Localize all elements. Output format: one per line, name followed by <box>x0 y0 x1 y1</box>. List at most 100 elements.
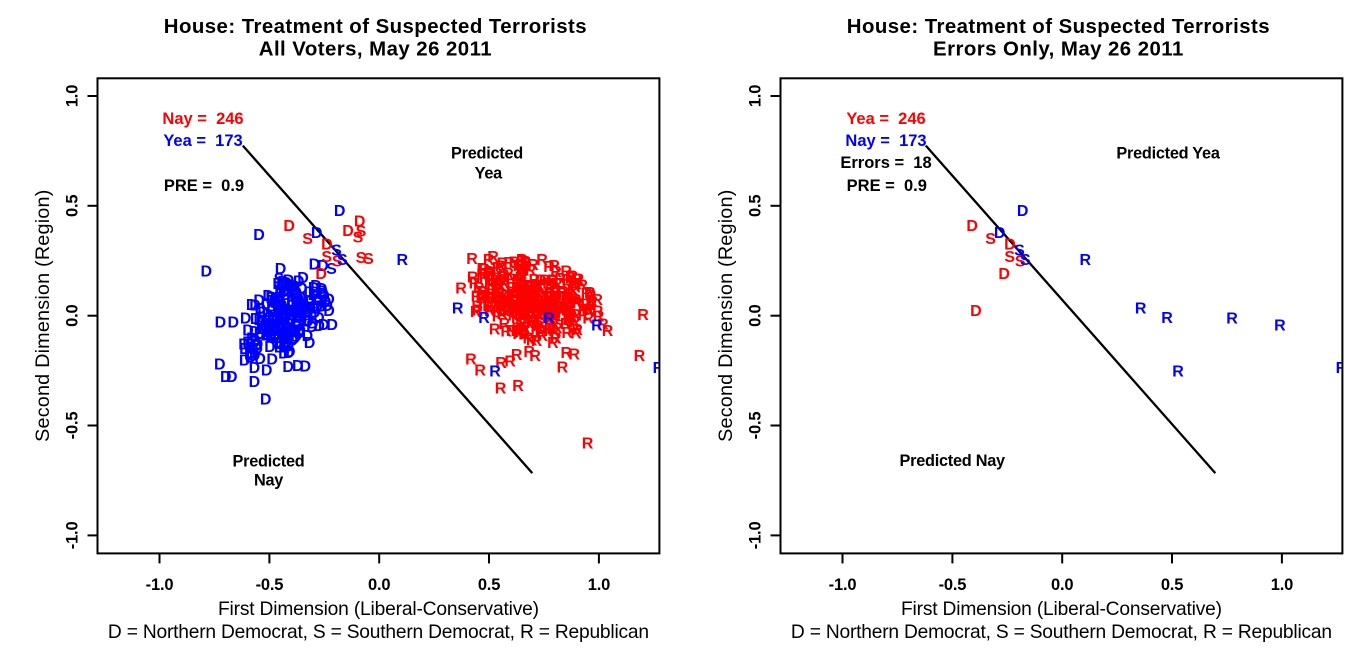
svg-text:S: S <box>353 230 364 247</box>
svg-text:D: D <box>249 348 261 365</box>
svg-text:R: R <box>1161 310 1173 327</box>
svg-text:R: R <box>469 276 481 293</box>
svg-text:S: S <box>356 223 367 240</box>
svg-text:S: S <box>985 231 996 248</box>
svg-text:R: R <box>517 301 529 318</box>
svg-text:D: D <box>278 331 290 348</box>
svg-text:R: R <box>582 310 594 327</box>
svg-text:R: R <box>483 264 495 281</box>
svg-text:R: R <box>502 266 514 283</box>
svg-text:R: R <box>542 306 554 323</box>
svg-text:R: R <box>511 280 523 297</box>
svg-text:R: R <box>465 352 477 369</box>
svg-text:D: D <box>215 315 227 332</box>
svg-text:D: D <box>280 276 292 293</box>
svg-text:D: D <box>304 335 316 352</box>
svg-text:R: R <box>602 323 614 340</box>
svg-text:R: R <box>522 284 534 301</box>
svg-text:R: R <box>539 273 551 290</box>
svg-text:D: D <box>261 313 273 330</box>
svg-text:R: R <box>505 296 517 313</box>
svg-text:D: D <box>313 293 325 310</box>
svg-text:D: D <box>220 369 232 386</box>
svg-text:R: R <box>491 277 503 294</box>
svg-text:R: R <box>489 322 501 339</box>
svg-text:R: R <box>563 293 575 310</box>
svg-text:R: R <box>548 258 560 275</box>
svg-text:R: R <box>545 282 557 299</box>
svg-text:R: R <box>561 345 573 362</box>
svg-text:S: S <box>337 252 348 269</box>
svg-text:D: D <box>272 298 284 315</box>
svg-text:S: S <box>332 254 343 271</box>
svg-text:R: R <box>518 278 530 295</box>
svg-text:R: R <box>544 299 556 316</box>
svg-text:R: R <box>519 300 531 317</box>
svg-text:D: D <box>277 306 289 323</box>
svg-text:D: D <box>261 362 273 379</box>
svg-text:D: D <box>266 352 278 369</box>
svg-text:R: R <box>542 305 554 322</box>
svg-text:R: R <box>569 280 581 297</box>
svg-text:R: R <box>539 296 551 313</box>
svg-text:D: D <box>286 298 298 315</box>
svg-text:R: R <box>518 263 530 280</box>
svg-text:D: D <box>277 274 289 291</box>
svg-text:D: D <box>291 314 303 331</box>
svg-text:R: R <box>532 307 544 324</box>
svg-text:R: R <box>511 321 523 338</box>
svg-text:D: D <box>310 278 322 295</box>
svg-text:R: R <box>547 273 559 290</box>
svg-text:D: D <box>274 319 286 336</box>
svg-text:D: D <box>274 290 286 307</box>
svg-text:R: R <box>478 295 490 312</box>
svg-text:R: R <box>515 270 527 287</box>
svg-text:D: D <box>282 315 294 332</box>
svg-text:D: D <box>250 311 262 328</box>
svg-text:R: R <box>476 290 488 307</box>
svg-text:D: D <box>291 292 303 309</box>
svg-text:D: D <box>316 299 328 316</box>
svg-text:D: D <box>270 295 282 312</box>
svg-text:Second Dimension (Region): Second Dimension (Region) <box>715 189 737 441</box>
svg-text:D: D <box>254 351 266 368</box>
svg-text:R: R <box>520 296 532 313</box>
svg-text:D: D <box>269 320 281 337</box>
svg-text:R: R <box>1172 364 1184 381</box>
svg-text:D: D <box>289 289 301 306</box>
svg-text:R: R <box>512 378 524 395</box>
svg-text:R: R <box>518 319 530 336</box>
svg-text:R: R <box>516 263 528 280</box>
svg-text:D: D <box>283 218 295 235</box>
svg-text:R: R <box>515 290 527 307</box>
svg-text:D: D <box>292 308 304 325</box>
svg-text:R: R <box>547 298 559 315</box>
svg-text:D: D <box>318 288 330 305</box>
svg-text:R: R <box>513 325 525 342</box>
svg-text:D: D <box>289 278 301 295</box>
svg-text:D: D <box>312 291 324 308</box>
svg-text:R: R <box>521 259 533 276</box>
svg-text:R: R <box>570 276 582 293</box>
svg-text:R: R <box>560 316 572 333</box>
svg-text:R: R <box>487 272 499 289</box>
svg-text:D: D <box>244 347 256 364</box>
svg-text:House: Treatment of Suspected: House: Treatment of Suspected Terrorists <box>164 16 587 38</box>
svg-text:R: R <box>518 292 530 309</box>
svg-text:R: R <box>567 268 579 285</box>
svg-text:D: D <box>312 299 324 316</box>
svg-text:R: R <box>492 308 504 325</box>
svg-text:D: D <box>270 323 282 340</box>
svg-text:D: D <box>280 324 292 341</box>
svg-text:R: R <box>478 310 490 327</box>
svg-text:R: R <box>506 271 518 288</box>
svg-text:R: R <box>506 323 518 340</box>
svg-text:Yea = 246: Yea = 246 <box>846 110 925 128</box>
svg-text:Yea = 173: Yea = 173 <box>163 132 242 150</box>
svg-text:D: D <box>281 320 293 337</box>
svg-text:R: R <box>484 276 496 293</box>
svg-text:D: D <box>308 280 320 297</box>
svg-text:D: D <box>305 293 317 310</box>
svg-text:R: R <box>484 266 496 283</box>
svg-text:-0.5: -0.5 <box>256 576 284 594</box>
